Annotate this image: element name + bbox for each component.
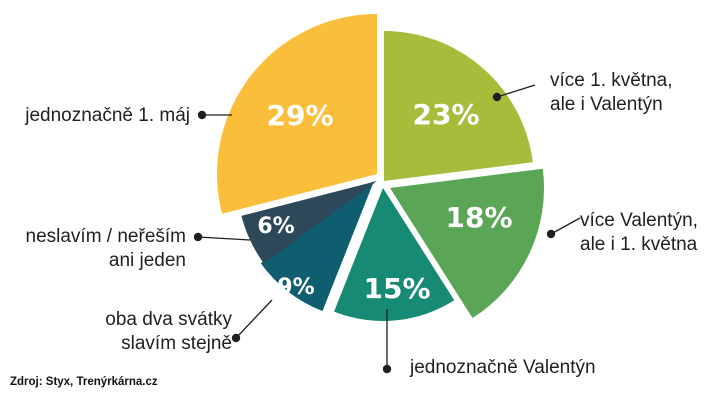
slice-category-label: jednoznačně Valentýn [409, 357, 596, 378]
leader-line [496, 84, 536, 98]
slice-percent-label: 6% [257, 214, 294, 239]
slice-category-label: jednoznačně 1. máj [24, 105, 190, 126]
slice-percent-label: 18% [445, 201, 512, 234]
leader-line [197, 236, 251, 241]
slice-percent-label: 23% [412, 98, 479, 131]
leader-line [550, 217, 581, 235]
pie-slice [260, 181, 374, 312]
leader-dot [492, 92, 502, 102]
slice-percent-label: 9% [277, 275, 314, 300]
pie-slice [384, 31, 533, 181]
leader-dot [546, 229, 556, 239]
source-note: Zdroj: Styx, Trenýrkárna.cz [10, 376, 158, 388]
slice-category-label: více 1. května, ale i Valentýn [550, 70, 673, 115]
pie-slice [241, 181, 377, 264]
leader-dot [197, 110, 207, 120]
slice-percent-label: 15% [363, 272, 430, 305]
leader-dot [382, 364, 392, 374]
leader-dot [193, 232, 203, 242]
pie-slice [334, 188, 455, 322]
slice-category-label: neslavím / neřeším ani jeden [26, 226, 187, 271]
pie-slice [217, 14, 377, 214]
leader-line [235, 299, 273, 339]
pie-slice [390, 168, 545, 319]
slice-category-label: více Valentýn, ale i 1. května [580, 210, 698, 255]
slice-percent-label: 29% [266, 99, 333, 132]
slice-category-label: oba dva svátky slavím stejně [105, 309, 232, 354]
leader-dot [231, 333, 241, 343]
